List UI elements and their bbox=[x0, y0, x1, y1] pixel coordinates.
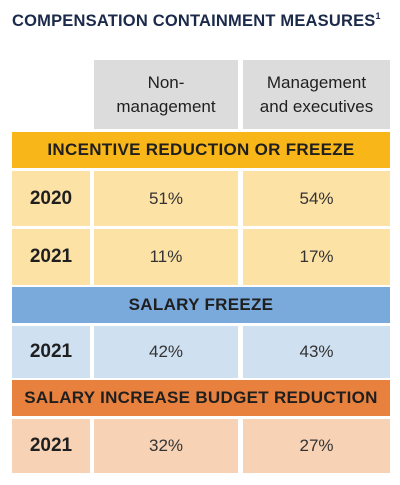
table-cell-non-management: 32% bbox=[94, 419, 238, 473]
section-label: INCENTIVE REDUCTION OR FREEZE bbox=[47, 140, 355, 159]
section-band-salary-freeze: SALARY FREEZE bbox=[12, 287, 390, 323]
section-band-incentive: INCENTIVE REDUCTION OR FREEZE bbox=[12, 132, 390, 168]
table-cell-non-management: 51% bbox=[94, 171, 238, 226]
table-cell-management: 54% bbox=[243, 171, 390, 226]
table-cell-management: 43% bbox=[243, 326, 390, 378]
title-footnote: 1 bbox=[375, 11, 381, 21]
row-year: 2020 bbox=[12, 171, 90, 226]
page-title: COMPENSATION CONTAINMENT MEASURES1 bbox=[12, 11, 392, 31]
section-band-budget-reduction: SALARY INCREASE BUDGET REDUCTION bbox=[12, 380, 390, 416]
row-year: 2021 bbox=[12, 326, 90, 378]
column-header-label: Non- management bbox=[116, 72, 216, 116]
section-label: SALARY INCREASE BUDGET REDUCTION bbox=[24, 388, 378, 407]
row-year: 2021 bbox=[12, 229, 90, 285]
row-year: 2021 bbox=[12, 419, 90, 473]
section-label: SALARY FREEZE bbox=[128, 295, 274, 314]
column-header-label: Management and executives bbox=[259, 72, 374, 116]
title-text: COMPENSATION CONTAINMENT MEASURES bbox=[12, 12, 376, 30]
column-header-non-management: Non- management bbox=[94, 60, 238, 129]
table-cell-management: 17% bbox=[243, 229, 390, 285]
table-cell-non-management: 11% bbox=[94, 229, 238, 285]
table-cell-non-management: 42% bbox=[94, 326, 238, 378]
table-cell-management: 27% bbox=[243, 419, 390, 473]
column-header-management: Management and executives bbox=[243, 60, 390, 129]
